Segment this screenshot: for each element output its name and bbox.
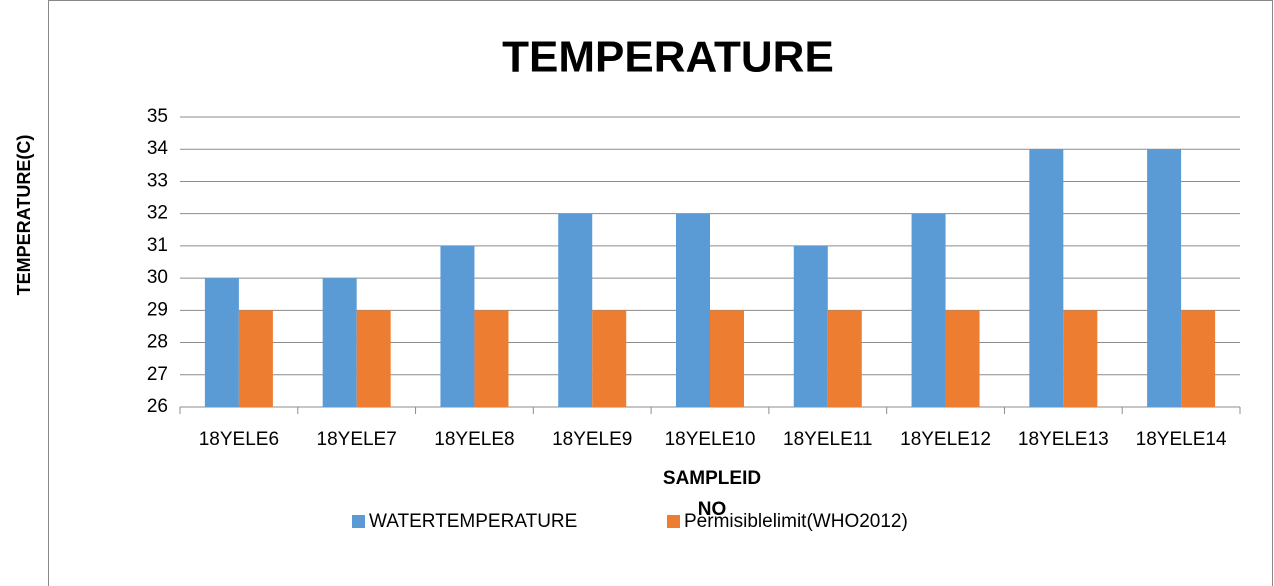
chart-title: TEMPERATURE <box>502 33 834 82</box>
x-tick-label: 18YELE13 <box>1018 429 1109 450</box>
y-axis-label: TEMPERATURE(C) <box>14 135 34 296</box>
x-axis-label: SAMPLEID <box>663 468 761 489</box>
y-tick-label: 32 <box>147 203 168 224</box>
y-tick-label: 26 <box>147 396 168 417</box>
x-tick-label: 18YELE12 <box>900 429 991 450</box>
bar <box>1181 310 1216 407</box>
legend-swatch <box>667 515 680 528</box>
bar <box>322 278 357 407</box>
y-tick-label: 30 <box>147 267 168 288</box>
bar <box>945 310 980 407</box>
y-tick-label: 34 <box>147 138 169 159</box>
bar <box>827 310 862 407</box>
bar <box>676 213 710 407</box>
y-tick-label: 31 <box>147 235 168 256</box>
y-tick-label: 33 <box>147 170 168 191</box>
bar <box>440 245 475 407</box>
legend-swatch <box>352 515 365 528</box>
bar <box>558 213 593 407</box>
bar <box>710 310 744 407</box>
x-tick-label: 18YELE8 <box>434 429 514 450</box>
x-tick-label: 18YELE7 <box>317 429 397 450</box>
bar <box>592 310 627 407</box>
x-axis-label: NO <box>698 499 727 520</box>
y-tick-label: 29 <box>147 299 168 320</box>
x-tick-label: 18YELE10 <box>665 429 756 450</box>
bar <box>1029 149 1064 407</box>
legend-label: WATERTEMPERATURE <box>369 511 577 532</box>
legend-label: Permisiblelimit(WHO2012) <box>684 511 908 532</box>
x-tick-label: 18YELE14 <box>1136 429 1227 450</box>
x-tick-label: 18YELE11 <box>783 429 872 450</box>
bar <box>204 278 239 407</box>
y-tick-label: 35 <box>147 106 168 127</box>
bar <box>474 310 509 407</box>
bar <box>1147 149 1182 407</box>
bar <box>911 213 946 407</box>
chart-border <box>48 0 1273 586</box>
x-tick-label: 18YELE6 <box>199 429 279 450</box>
bar <box>793 245 828 407</box>
bar <box>1063 310 1098 407</box>
x-tick-label: 18YELE9 <box>552 429 632 450</box>
y-tick-label: 27 <box>147 364 168 385</box>
bar <box>238 310 273 407</box>
bar <box>356 310 391 407</box>
y-tick-label: 28 <box>147 332 168 353</box>
